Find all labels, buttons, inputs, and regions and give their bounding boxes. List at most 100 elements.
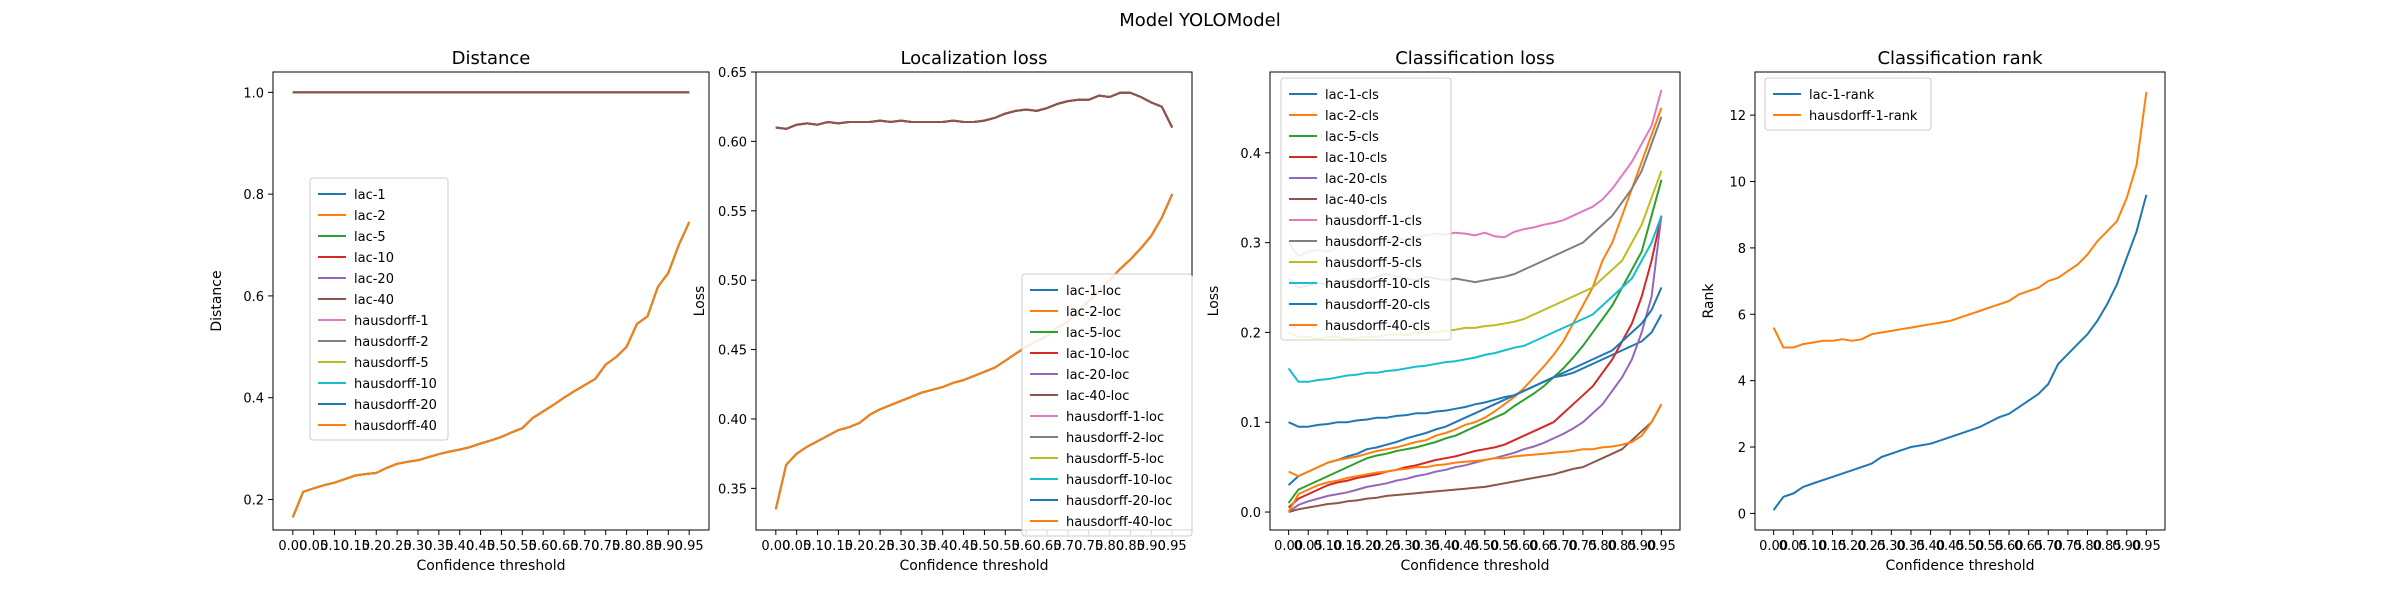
- legend-label: hausdorff-5-loc: [1066, 452, 1164, 467]
- legend-label: hausdorff-2-cls: [1325, 235, 1422, 250]
- figure-suptitle: Model YOLOModel: [1119, 10, 1281, 31]
- x-tick-label: 0.20: [845, 539, 874, 554]
- x-tick-label: 0.10: [320, 539, 349, 554]
- legend-label: lac-2-cls: [1325, 109, 1379, 124]
- series-line-lac-40-cls: [1288, 403, 1663, 513]
- legend-label: hausdorff-1-rank: [1809, 109, 1918, 124]
- x-tick-label: 0.60: [1510, 539, 1539, 554]
- x-tick-label: 0.50: [1470, 539, 1499, 554]
- x-tick-label: 0.90: [2112, 539, 2141, 554]
- y-tick-label: 4: [1738, 375, 1746, 390]
- x-tick-label: 0.95: [2132, 539, 2161, 554]
- y-tick-label: 0.45: [718, 344, 747, 359]
- legend-label: lac-5-cls: [1325, 130, 1379, 145]
- x-tick-label: 0.70: [570, 539, 599, 554]
- x-tick-label: 0.55: [508, 539, 537, 554]
- legend-label: hausdorff-10-loc: [1066, 473, 1172, 488]
- legend-label: hausdorff-1: [354, 314, 429, 329]
- x-tick-label: 0.70: [1549, 539, 1578, 554]
- subplot-title: Localization loss: [900, 48, 1047, 69]
- x-tick-label: 0.95: [1647, 539, 1676, 554]
- legend-label: hausdorff-40: [354, 419, 437, 434]
- y-tick-label: 0.3: [1240, 237, 1261, 252]
- legend-box: [309, 177, 449, 441]
- y-tick-label: 0.65: [718, 66, 747, 81]
- series-line-lac-20-cls: [1288, 215, 1663, 513]
- legend: lac-1-loc lac-2-loc lac-5-loc lac-10-loc lac…: [1021, 273, 1193, 537]
- x-tick-label: 0.15: [1818, 539, 1847, 554]
- subplot-3: Classification loss0.000.050.100.150.200…: [1206, 48, 1681, 574]
- x-tick-label: 0.60: [1995, 539, 2024, 554]
- legend-label: lac-2: [354, 209, 386, 224]
- legend: lac-1 lac-2 lac-5 lac-10 lac-20 lac-40 hausdor…: [309, 177, 449, 441]
- subplot-title: Classification loss: [1395, 48, 1555, 69]
- series-line-lac-40-loc: [775, 91, 1174, 130]
- legend-box: [1021, 273, 1193, 537]
- series-line-lac-5-cls: [1287, 179, 1663, 504]
- legend: lac-1-rank hausdorff-1-rank: [1764, 77, 1932, 131]
- y-tick-label: 0.1: [1240, 416, 1261, 431]
- x-tick-label: 0.75: [591, 539, 620, 554]
- legend-label: lac-40: [354, 293, 394, 308]
- x-tick-label: 0.00: [1759, 539, 1788, 554]
- y-tick-label: 0.40: [718, 413, 747, 428]
- x-axis-label: Confidence threshold: [899, 558, 1048, 574]
- x-tick-label: 0.55: [1975, 539, 2004, 554]
- x-tick-label: 0.20: [1353, 539, 1382, 554]
- x-tick-label: 0.05: [782, 539, 811, 554]
- x-tick-label: 0.65: [1529, 539, 1558, 554]
- legend-label: hausdorff-20: [354, 398, 437, 413]
- series-line-hausdorff-40: [291, 221, 691, 518]
- x-tick-label: 0.15: [341, 539, 370, 554]
- x-tick-label: 0.30: [1392, 539, 1421, 554]
- legend-label: lac-1-cls: [1325, 88, 1379, 103]
- x-tick-label: 0.00: [278, 539, 307, 554]
- subplot-title: Classification rank: [1877, 48, 2043, 69]
- y-tick-label: 12: [1729, 109, 1746, 124]
- x-tick-label: 0.35: [1896, 539, 1925, 554]
- y-tick-label: 0.4: [1240, 147, 1261, 162]
- x-tick-label: 0.25: [383, 539, 412, 554]
- x-tick-label: 0.35: [1411, 539, 1440, 554]
- x-tick-label: 0.35: [907, 539, 936, 554]
- legend-label: lac-20-cls: [1325, 172, 1387, 187]
- x-tick-label: 0.80: [2073, 539, 2102, 554]
- legend-label: hausdorff-1-cls: [1325, 214, 1422, 229]
- x-tick-label: 0.45: [949, 539, 978, 554]
- legend-label: hausdorff-2: [354, 335, 429, 350]
- x-tick-label: 0.85: [633, 539, 662, 554]
- series-line-lac-2-cls: [1288, 107, 1663, 478]
- x-tick-label: 0.95: [1158, 539, 1187, 554]
- x-tick-label: 0.20: [1838, 539, 1867, 554]
- x-tick-label: 0.05: [299, 539, 328, 554]
- x-tick-label: 0.80: [612, 539, 641, 554]
- x-tick-label: 0.80: [1588, 539, 1617, 554]
- series-line-lac-1-cls: [1287, 314, 1663, 486]
- legend-label: lac-20-loc: [1066, 368, 1129, 383]
- y-axis-label: Distance: [209, 270, 225, 331]
- y-tick-label: 8: [1738, 242, 1746, 257]
- series-line-lac-10-cls: [1287, 215, 1663, 509]
- x-tick-label: 0.60: [1012, 539, 1041, 554]
- legend-label: hausdorff-20-loc: [1066, 494, 1172, 509]
- y-tick-label: 0.2: [1240, 326, 1261, 341]
- series-lines: [291, 91, 691, 518]
- legend-label: lac-5-loc: [1066, 326, 1121, 341]
- legend-label: lac-1-rank: [1809, 88, 1875, 103]
- x-tick-label: 0.75: [2053, 539, 2082, 554]
- legend-label: lac-5: [354, 230, 386, 245]
- subplot-title: Distance: [452, 48, 531, 69]
- y-tick-label: 0.2: [243, 493, 264, 508]
- subplot-grid: Distance0.000.050.100.150.200.250.300.35…: [209, 48, 2166, 574]
- x-tick-label: 0.00: [1274, 539, 1303, 554]
- legend-label: lac-2-loc: [1066, 305, 1121, 320]
- y-tick-label: 10: [1729, 176, 1746, 191]
- x-tick-label: 0.65: [2014, 539, 2043, 554]
- y-tick-label: 0.6: [243, 290, 264, 305]
- legend-label: lac-1: [354, 188, 386, 203]
- y-tick-label: 0: [1738, 507, 1746, 522]
- x-tick-label: 0.55: [991, 539, 1020, 554]
- legend-box: [1280, 77, 1452, 341]
- series-lines: [1772, 91, 2148, 511]
- x-tick-label: 0.85: [1116, 539, 1145, 554]
